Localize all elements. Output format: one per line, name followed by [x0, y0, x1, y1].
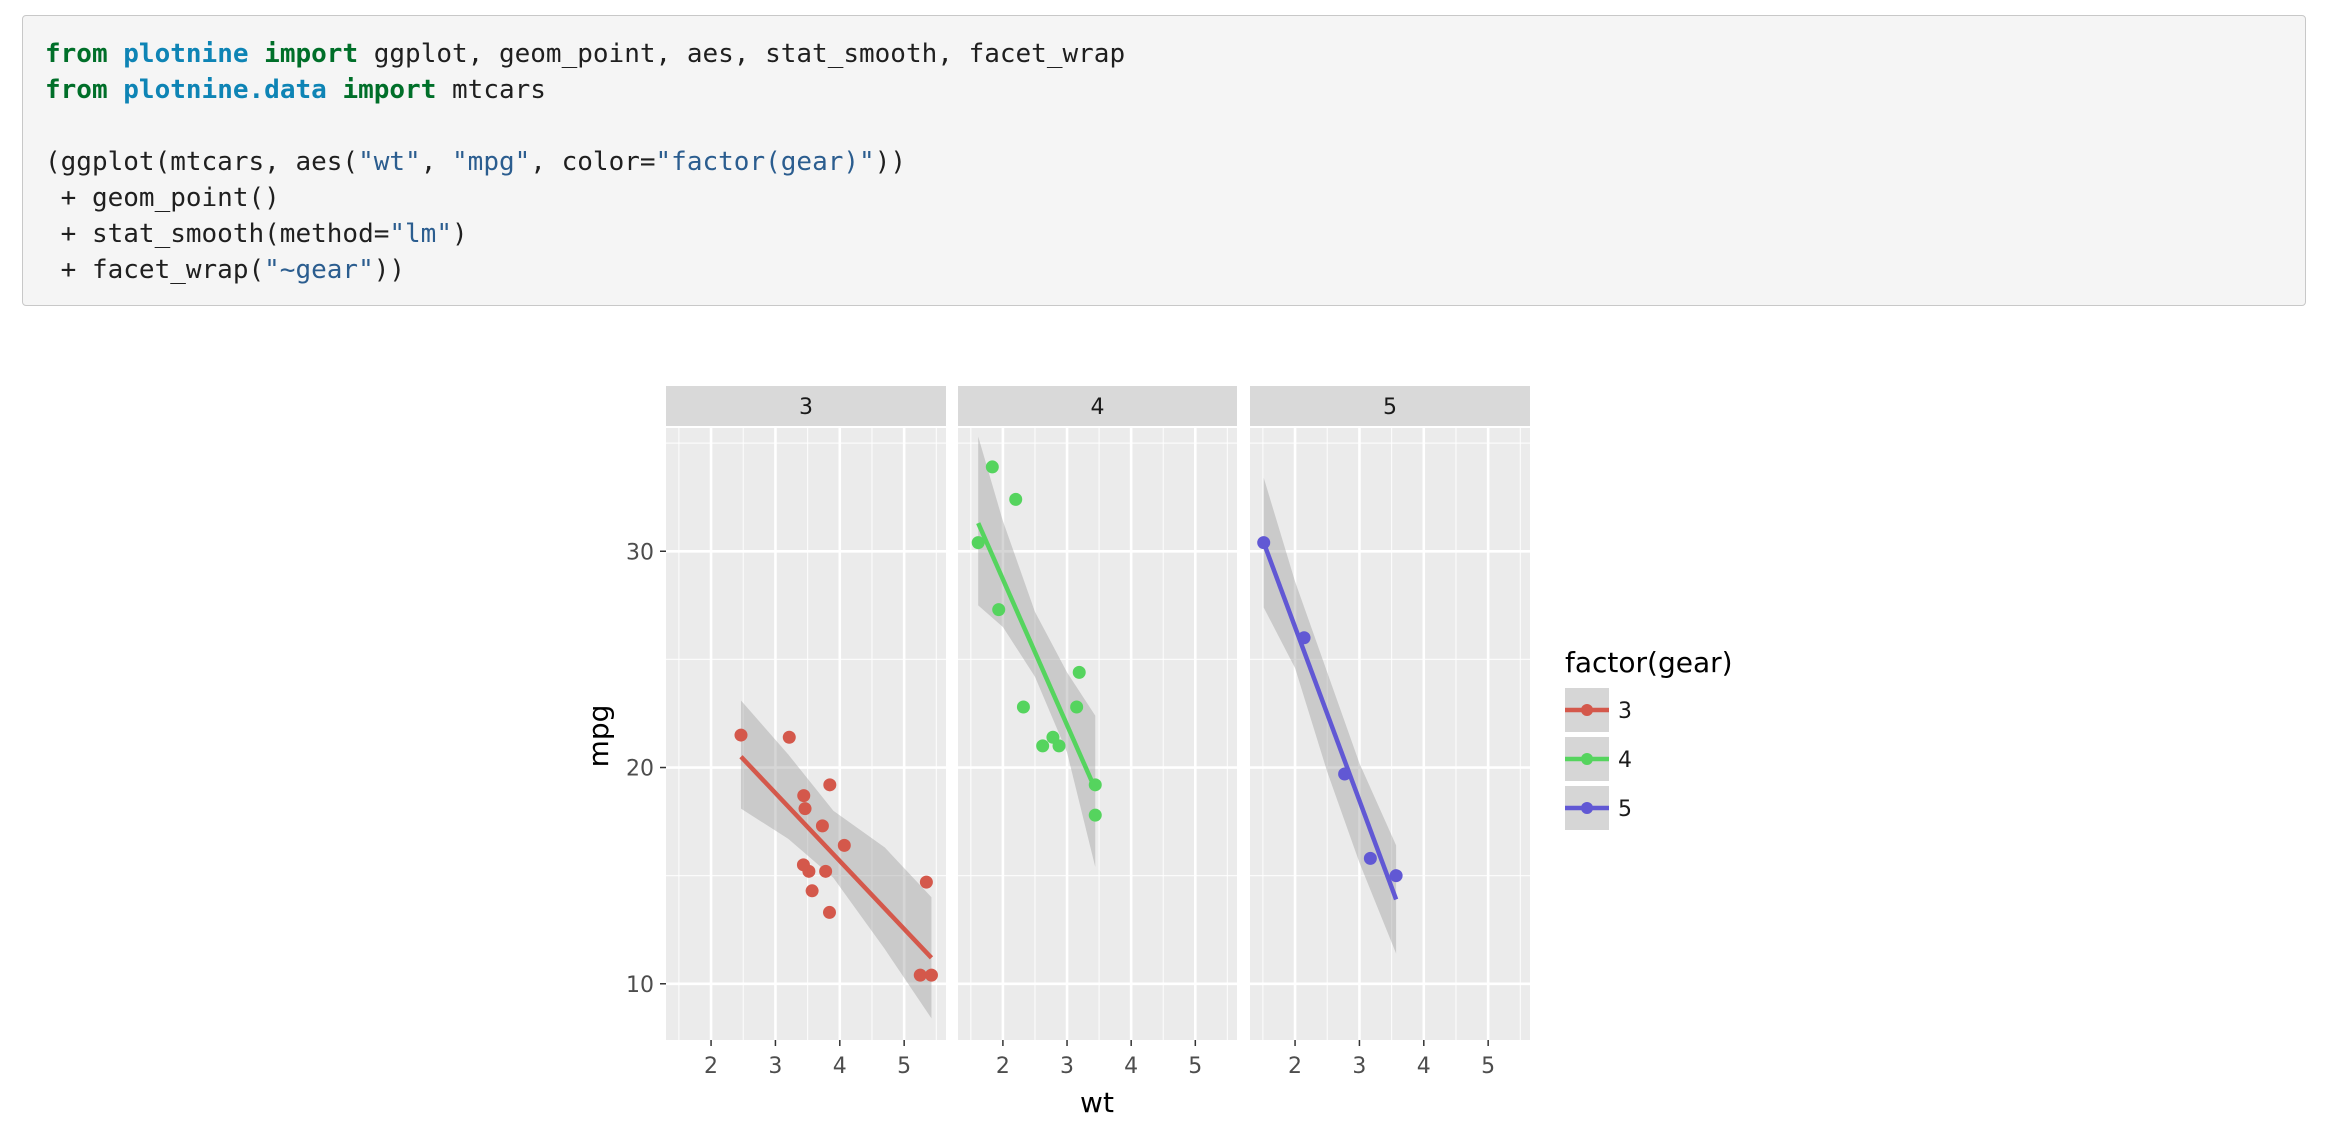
x-tick-label: 2 — [996, 1054, 1010, 1079]
data-point — [1016, 700, 1030, 714]
data-point — [985, 460, 999, 474]
legend-key-point — [1581, 704, 1593, 716]
data-point — [1046, 730, 1060, 744]
y-axis-title: mpg — [582, 705, 615, 768]
code-token: from — [45, 75, 108, 105]
legend-entry-label: 4 — [1618, 748, 1632, 773]
code-token: plotnine.data — [123, 75, 327, 105]
x-tick-label: 5 — [1481, 1054, 1495, 1079]
data-point — [819, 864, 833, 878]
facet-strip-label: 5 — [1383, 395, 1397, 420]
x-tick-label: 5 — [897, 1054, 911, 1079]
code-token: )) — [373, 255, 406, 285]
data-point — [971, 536, 985, 550]
code-line: + stat_smooth(method="lm") — [45, 216, 2305, 252]
code-token: "mpg" — [452, 147, 531, 177]
data-point — [815, 819, 829, 833]
code-token: "wt" — [358, 147, 421, 177]
code-token: import — [264, 39, 359, 69]
x-tick-label: 4 — [1124, 1054, 1138, 1079]
code-line: (ggplot(mtcars, aes("wt", "mpg", color="… — [45, 144, 2305, 180]
code-line: + geom_point() — [45, 180, 2305, 216]
data-point — [913, 968, 927, 982]
code-token: "~gear" — [264, 255, 374, 285]
x-tick-label: 3 — [1060, 1054, 1074, 1079]
data-point — [805, 884, 819, 898]
data-point — [1072, 665, 1086, 679]
facet-strip-label: 3 — [799, 395, 813, 420]
x-tick-label: 4 — [1417, 1054, 1431, 1079]
data-point — [1389, 869, 1403, 883]
x-tick-label: 3 — [1352, 1054, 1366, 1079]
code-token: + stat_smooth(method= — [45, 219, 390, 249]
code-token: "lm" — [389, 219, 452, 249]
panel-background — [958, 428, 1237, 1040]
data-point — [796, 858, 810, 872]
code-token: plotnine — [123, 39, 249, 69]
legend-entry-label: 3 — [1618, 699, 1632, 724]
data-point — [837, 838, 851, 852]
code-line: from plotnine import ggplot, geom_point,… — [45, 36, 2305, 72]
code-line: from plotnine.data import mtcars — [45, 72, 2305, 108]
code-token: (ggplot(mtcars, aes( — [45, 147, 359, 177]
x-tick-label: 4 — [833, 1054, 847, 1079]
y-tick-label: 20 — [626, 757, 654, 782]
code-token: + facet_wrap( — [45, 255, 265, 285]
x-tick-label: 3 — [768, 1054, 782, 1079]
x-tick-label: 5 — [1188, 1054, 1202, 1079]
code-token: , color= — [530, 147, 656, 177]
data-point — [823, 778, 837, 792]
code-line: + facet_wrap("~gear")) — [45, 252, 2305, 288]
data-point — [822, 905, 836, 919]
data-point — [782, 730, 796, 744]
data-point — [924, 968, 938, 982]
data-point — [992, 603, 1006, 617]
data-point — [1036, 739, 1050, 753]
legend-key-point — [1581, 753, 1593, 765]
code-token: from — [45, 39, 108, 69]
facet-strip — [958, 386, 1237, 426]
x-tick-label: 2 — [1288, 1054, 1302, 1079]
data-point — [798, 802, 812, 816]
code-token: ) — [452, 219, 468, 249]
panel-background — [666, 428, 946, 1040]
regression-line — [739, 755, 934, 960]
facet-strip — [1250, 386, 1530, 426]
code-block: from plotnine import ggplot, geom_point,… — [22, 15, 2306, 306]
y-tick-label: 10 — [626, 973, 654, 998]
data-point — [1363, 851, 1377, 865]
data-point — [1009, 492, 1023, 506]
code-token: mtcars — [436, 75, 546, 105]
legend-entry-label: 5 — [1618, 797, 1632, 822]
legend-key-point — [1581, 802, 1593, 814]
data-point — [1088, 808, 1102, 822]
y-tick-label: 30 — [626, 540, 654, 565]
code-token: + geom_point() — [45, 183, 280, 213]
data-point — [1070, 700, 1084, 714]
x-tick-label: 2 — [704, 1054, 718, 1079]
facet-strip-label: 4 — [1091, 395, 1105, 420]
legend-title: factor(gear) — [1565, 646, 1733, 679]
regression-line — [976, 522, 1098, 791]
code-lines: from plotnine import ggplot, geom_point,… — [45, 36, 2305, 288]
code-token: ggplot, geom_point, aes, stat_smooth, fa… — [358, 39, 1126, 69]
panel-background — [1250, 428, 1530, 1040]
data-point — [919, 875, 933, 889]
regression-line — [1261, 541, 1399, 901]
code-token: "factor(gear)" — [655, 147, 875, 177]
code-token: import — [342, 75, 437, 105]
data-point — [734, 728, 748, 742]
x-axis-title: wt — [1080, 1086, 1114, 1119]
code-token: )) — [874, 147, 906, 177]
facet-strip — [666, 386, 946, 426]
data-point — [797, 789, 811, 803]
code-token: , — [420, 147, 453, 177]
